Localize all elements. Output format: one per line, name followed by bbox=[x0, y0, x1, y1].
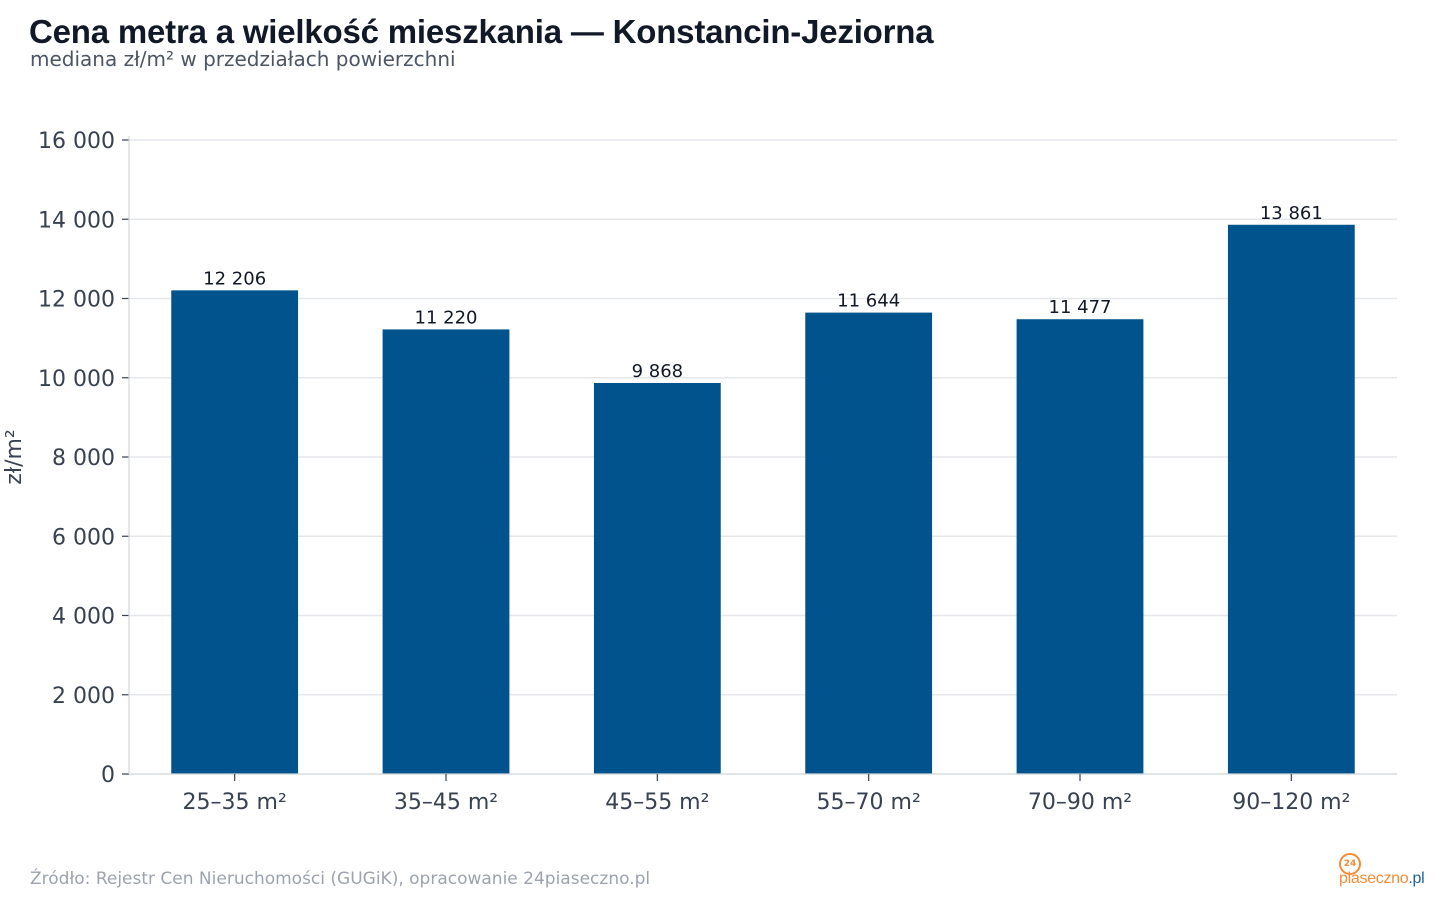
x-tick-label: 45–55 m² bbox=[605, 790, 709, 815]
y-tick-label: 0 bbox=[101, 763, 115, 788]
x-tick-label: 25–35 m² bbox=[183, 790, 287, 815]
chart-title: Cena metra a wielkość mieszkania — Konst… bbox=[29, 13, 934, 50]
logo-tld: .pl bbox=[1408, 870, 1425, 887]
bar bbox=[593, 382, 721, 774]
y-tick-label: 10 000 bbox=[38, 367, 115, 392]
bar-value-label: 11 220 bbox=[415, 307, 478, 328]
logo-name: piaseczno bbox=[1339, 870, 1409, 887]
bar-value-label: 9 868 bbox=[632, 361, 684, 382]
bar-value-label: 12 206 bbox=[203, 268, 266, 289]
y-tick-label: 4 000 bbox=[52, 605, 115, 630]
labels: 12 206 11 220 9 868 11 644 11 477 13 861 bbox=[203, 203, 1323, 382]
x-tick-label: 35–45 m² bbox=[394, 790, 498, 815]
bar bbox=[805, 312, 933, 774]
y-tick-label: 14 000 bbox=[38, 208, 115, 233]
y-tick-label: 6 000 bbox=[52, 525, 115, 550]
y-tick-label: 8 000 bbox=[52, 446, 115, 471]
x-tick-label: 55–70 m² bbox=[817, 790, 921, 815]
bar bbox=[382, 329, 510, 774]
bar bbox=[1227, 224, 1355, 774]
x-tick-label: 90–120 m² bbox=[1232, 790, 1350, 815]
bar bbox=[1016, 319, 1144, 774]
bar bbox=[171, 290, 299, 774]
y-tick-label: 2 000 bbox=[52, 684, 115, 709]
bar-value-label: 11 644 bbox=[837, 291, 900, 312]
y-tick-label: 16 000 bbox=[38, 129, 115, 154]
bar-value-label: 11 477 bbox=[1049, 297, 1112, 318]
y-axis-title: zł/m² bbox=[2, 429, 27, 484]
bar-value-label: 13 861 bbox=[1260, 203, 1323, 224]
chart-subtitle: mediana zł/m² w przedziałach powierzchni bbox=[30, 47, 456, 71]
y-tick-label: 12 000 bbox=[38, 288, 115, 313]
logo-wordmark: piaseczno.pl bbox=[1339, 870, 1425, 888]
bars bbox=[171, 224, 1355, 774]
site-logo[interactable]: 24 piaseczno.pl bbox=[1337, 850, 1425, 890]
source-note: Źródło: Rejestr Cen Nieruchomości (GUGiK… bbox=[30, 869, 651, 889]
grid-lines bbox=[129, 139, 1397, 696]
logo-badge-icon: 24 bbox=[1339, 853, 1361, 875]
x-tick-label: 70–90 m² bbox=[1028, 790, 1132, 815]
axes: 0 2 000 4 000 6 000 8 000 10 000 12 000 14 000 1… bbox=[2, 129, 1397, 815]
